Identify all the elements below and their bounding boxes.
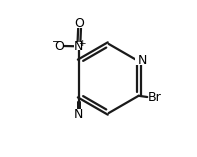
Text: Br: Br xyxy=(148,91,162,104)
Text: N: N xyxy=(74,108,84,121)
Text: O: O xyxy=(75,17,85,30)
Text: N: N xyxy=(74,40,84,53)
Text: O: O xyxy=(54,40,64,52)
FancyBboxPatch shape xyxy=(74,42,84,50)
FancyBboxPatch shape xyxy=(73,109,81,116)
FancyBboxPatch shape xyxy=(76,21,84,28)
Text: −: − xyxy=(52,37,60,47)
Text: N: N xyxy=(138,54,147,67)
FancyBboxPatch shape xyxy=(55,43,63,49)
FancyBboxPatch shape xyxy=(136,56,147,65)
Text: +: + xyxy=(78,39,86,48)
